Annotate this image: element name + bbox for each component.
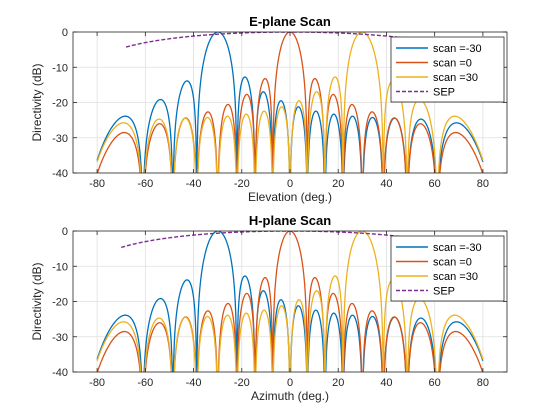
eplane-ytick-label: -40 <box>52 168 68 180</box>
hplane-ytick-label: -10 <box>52 261 68 273</box>
hplane-xlabel: Azimuth (deg.) <box>251 389 329 403</box>
hplane-xtick-label: -20 <box>234 377 250 389</box>
eplane-legend-label: SEP <box>433 87 455 99</box>
hplane-ytick-label: -20 <box>52 297 68 309</box>
eplane-ylabel: Directivity (dB) <box>30 63 44 141</box>
hplane-ytick-label: -40 <box>52 367 68 379</box>
hplane-series-scan--30 <box>96 231 484 372</box>
eplane-xtick-label: 80 <box>477 178 489 190</box>
eplane-xtick-label: 0 <box>287 178 293 190</box>
eplane-xtick-label: 60 <box>429 178 441 190</box>
eplane-legend-label: scan =30 <box>433 72 478 84</box>
eplane-ytick-label: -20 <box>52 98 68 110</box>
eplane-xtick-label: -20 <box>234 178 250 190</box>
eplane-ytick-label: -30 <box>52 133 68 145</box>
hplane-title: H-plane Scan <box>249 213 331 228</box>
hplane-legend-label: scan =30 <box>433 271 478 283</box>
eplane-title: E-plane Scan <box>249 14 331 29</box>
eplane-xtick-label: -80 <box>89 178 105 190</box>
eplane-legend: scan =-30 scan =0 scan =30 SEP <box>390 36 505 103</box>
eplane-ytick-label: -10 <box>52 62 68 74</box>
hplane-ytick-label: 0 <box>62 226 68 238</box>
hplane-xtick-label: -40 <box>186 377 202 389</box>
eplane-xtick-label: 20 <box>332 178 344 190</box>
hplane-legend-label: SEP <box>433 286 455 298</box>
hplane-xtick-label: 60 <box>429 377 441 389</box>
hplane-xtick-label: 0 <box>287 377 293 389</box>
hplane-legend-label: scan =0 <box>433 257 472 269</box>
eplane-axes: -80 -60 -40 -20 0 20 40 60 80 0 -10 -20 -30 -40 E-plan… <box>30 14 508 204</box>
hplane-xtick-label: -60 <box>137 377 153 389</box>
hplane-legend-label: scan =-30 <box>433 242 482 254</box>
eplane-ytick-label: 0 <box>62 27 68 39</box>
hplane-ylabel: Directivity (dB) <box>30 262 44 340</box>
eplane-xlabel: Elevation (deg.) <box>248 190 332 204</box>
hplane-xtick-label: -80 <box>89 377 105 389</box>
eplane-xtick-label: 40 <box>380 178 392 190</box>
eplane-series-scan-0 <box>96 32 484 173</box>
hplane-xtick-label: 80 <box>477 377 489 389</box>
hplane-xtick-label: 40 <box>380 377 392 389</box>
hplane-xtick-label: 20 <box>332 377 344 389</box>
hplane-series-scan-0 <box>96 231 484 372</box>
hplane-legend: scan =-30 scan =0 scan =30 SEP <box>390 235 505 302</box>
hplane-ytick-label: -30 <box>52 332 68 344</box>
eplane-series-scan--30 <box>96 32 484 173</box>
eplane-legend-label: scan =0 <box>433 58 472 70</box>
eplane-legend-label: scan =-30 <box>433 43 482 55</box>
hplane-axes: -80 -60 -40 -20 0 20 40 60 80 0 -10 -20 -30 -40 H-plan… <box>30 213 508 403</box>
eplane-xtick-label: -60 <box>137 178 153 190</box>
eplane-xtick-label: -40 <box>186 178 202 190</box>
